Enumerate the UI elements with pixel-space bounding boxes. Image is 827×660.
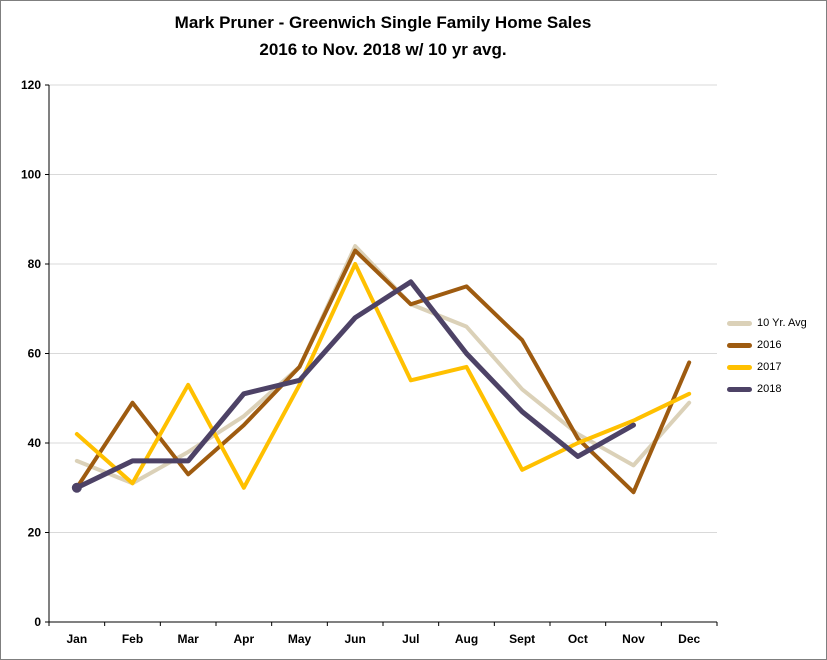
y-tick-label: 40 [28,436,42,450]
x-tick-label: Feb [122,632,143,646]
legend-item-2018: 2018 [727,383,807,395]
x-tick-label: Dec [678,632,700,646]
legend-swatch-2018 [727,386,752,392]
y-tick-label: 20 [28,526,42,540]
x-tick-label: Sept [509,632,535,646]
legend-swatch-2017 [727,364,752,370]
y-tick-label: 60 [28,347,42,361]
x-tick-label: Apr [233,632,254,646]
legend-item-10yr-avg: 10 Yr. Avg [727,317,807,329]
series-line-2016 [74,248,692,495]
legend-label-2018: 2018 [757,383,782,395]
x-tick-label: Jun [344,632,365,646]
y-tick-label: 100 [21,168,41,182]
legend-label-2016: 2016 [757,339,782,351]
legend-swatch-2016 [727,342,752,348]
legend-label-2017: 2017 [757,361,782,373]
chart-title-line1: Mark Pruner - Greenwich Single Family Ho… [174,13,592,32]
x-tick-label: Nov [622,632,645,646]
y-tick-label: 0 [34,615,41,629]
x-tick-label: Mar [177,632,199,646]
x-tick-label: May [288,632,312,646]
chart-title: Mark Pruner - Greenwich Single Family Ho… [49,9,717,63]
series-line-2018 [74,279,636,491]
legend-item-2017: 2017 [727,361,807,373]
y-tick-label: 80 [28,257,42,271]
y-tick-label: 120 [21,78,41,92]
series-start-marker-2018 [71,482,82,493]
legend-item-2016: 2016 [727,339,807,351]
series-line-2017 [74,262,692,490]
x-tick-label: Jan [66,632,87,646]
chart-legend: 10 Yr. Avg 2016 2017 2018 [727,317,807,395]
x-tick-label: Oct [568,632,588,646]
legend-label-10yr-avg: 10 Yr. Avg [757,317,807,329]
x-tick-label: Jul [402,632,419,646]
legend-swatch-10yr-avg [727,320,752,326]
chart-title-line2: 2016 to Nov. 2018 w/ 10 yr avg. [259,40,507,59]
x-tick-label: Aug [455,632,478,646]
